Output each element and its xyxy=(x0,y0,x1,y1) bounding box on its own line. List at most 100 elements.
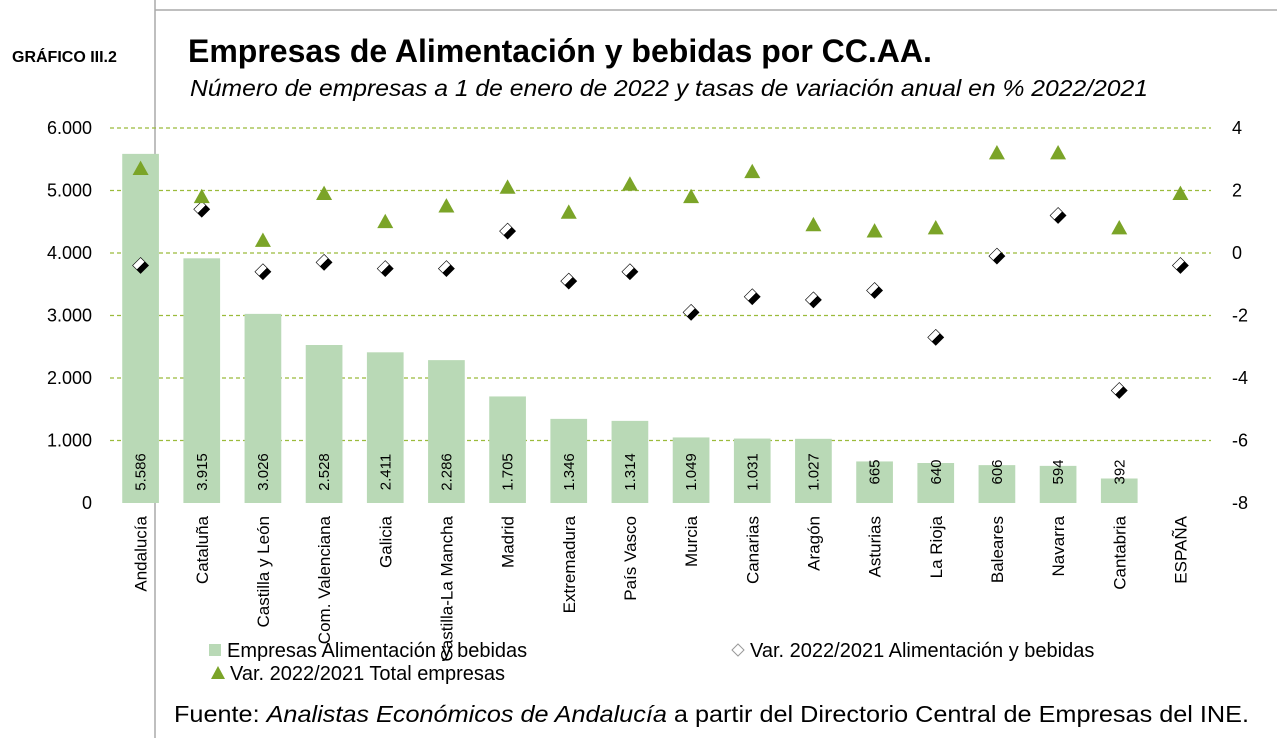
chart-title: Empresas de Alimentación y bebidas por C… xyxy=(188,33,932,69)
bar-value-label: 1.314 xyxy=(622,453,639,491)
x-tick-label: Asturias xyxy=(866,516,885,577)
y2-tick-label: -4 xyxy=(1232,368,1248,388)
x-tick-label: Cantabria xyxy=(1110,515,1129,589)
diamond-marker xyxy=(621,263,639,281)
x-tick-label: Navarra xyxy=(1049,515,1068,576)
diamond-marker xyxy=(132,257,150,274)
source-suffix: a partir del Directorio Central de Empre… xyxy=(674,701,1249,727)
bar-value-label: 392 xyxy=(1111,459,1128,484)
triangle-marker xyxy=(744,163,761,179)
chart-label: GRÁFICO III.2 xyxy=(12,47,117,66)
bar xyxy=(856,461,893,503)
triangle-marker xyxy=(499,179,516,194)
y-tick-label: 5.000 xyxy=(47,181,92,201)
diamond-marker xyxy=(927,328,945,346)
bar-value-label: 665 xyxy=(867,459,884,484)
triangle-marker xyxy=(316,185,333,201)
bar-value-label: 1.705 xyxy=(500,453,517,491)
bar-value-label: 1.346 xyxy=(561,453,578,491)
bar xyxy=(550,418,588,503)
triangle-marker xyxy=(193,188,210,204)
diamond-marker xyxy=(560,272,578,290)
source-prefix: Fuente: xyxy=(174,701,260,727)
bar-value-label: 5.586 xyxy=(133,453,150,491)
triangle-marker xyxy=(438,198,455,213)
legend-swatch xyxy=(211,666,225,679)
y-tick-label: 0 xyxy=(82,493,92,513)
diamond-marker xyxy=(254,263,272,281)
diamond-marker xyxy=(437,260,455,278)
diamond-marker xyxy=(376,260,394,278)
diamond-marker xyxy=(499,222,517,240)
bar-value-label: 3.915 xyxy=(194,453,211,491)
y2-tick-label: -2 xyxy=(1232,306,1248,326)
triangle-marker xyxy=(1050,145,1067,160)
triangle-marker xyxy=(1111,220,1128,235)
x-tick-label: Canarias xyxy=(743,516,762,584)
bar-value-label: 2.286 xyxy=(438,453,455,491)
diamond-marker xyxy=(988,247,1006,265)
triangle-marker xyxy=(621,176,638,191)
y2-tick-label: 2 xyxy=(1232,181,1242,201)
source: Fuente: Analistas Económicos de Andalucí… xyxy=(174,701,1249,727)
x-tick-label: Madrid xyxy=(499,516,518,568)
bar-value-label: 594 xyxy=(1050,459,1067,484)
diamond-marker xyxy=(1171,257,1189,274)
x-tick-label: Cataluña xyxy=(193,515,212,584)
bar-value-label: 2.411 xyxy=(377,454,394,490)
x-tick-label: Aragón xyxy=(804,516,823,571)
bar xyxy=(305,345,343,503)
bar xyxy=(183,258,221,503)
triangle-marker xyxy=(377,213,394,229)
y2-tick-label: 4 xyxy=(1232,118,1242,138)
x-tick-label: Galicia xyxy=(376,515,395,568)
bar-value-label: 2.528 xyxy=(316,453,333,491)
legend-label: Var. 2022/2021 Total empresas xyxy=(230,663,505,685)
bar-value-label: 1.027 xyxy=(805,453,822,491)
diamond-marker xyxy=(743,288,761,306)
legend-swatch xyxy=(209,644,221,656)
bar-value-label: 3.026 xyxy=(255,453,272,491)
bar xyxy=(917,463,955,503)
bar xyxy=(978,465,1016,503)
triangle-marker xyxy=(683,188,700,204)
bar xyxy=(1039,465,1077,503)
bar-value-label: 606 xyxy=(989,459,1006,484)
x-tick-label: Andalucía xyxy=(132,515,151,591)
x-tick-label: Castilla y León xyxy=(254,516,273,628)
x-tick-label: Castilla-La Mancha xyxy=(437,515,456,661)
bar xyxy=(795,438,832,503)
diamond-marker xyxy=(193,200,211,218)
bar xyxy=(672,437,710,503)
bar xyxy=(611,420,649,503)
bar xyxy=(366,352,404,503)
y-tick-label: 2.000 xyxy=(47,368,92,388)
y-tick-label: 3.000 xyxy=(47,306,92,326)
bar xyxy=(428,360,465,503)
diamond-marker xyxy=(315,253,333,271)
triangle-marker xyxy=(866,223,883,238)
diamond-marker xyxy=(1049,207,1067,224)
y2-tick-label: -8 xyxy=(1232,493,1248,513)
bar-value-label: 640 xyxy=(928,459,945,484)
legend-swatch xyxy=(731,643,745,657)
diamond-marker xyxy=(866,282,884,299)
bar xyxy=(733,438,771,503)
bar-value-label: 1.031 xyxy=(744,453,761,491)
diamond-marker xyxy=(682,303,700,321)
bar xyxy=(1100,478,1138,503)
x-tick-label: La Rioja xyxy=(927,515,946,578)
bar xyxy=(489,396,526,503)
legend-label: Var. 2022/2021 Alimentación y bebidas xyxy=(750,640,1094,662)
x-tick-label: Extremadura xyxy=(560,515,579,613)
triangle-marker xyxy=(988,145,1005,160)
bar-value-label: 1.049 xyxy=(683,453,700,491)
triangle-marker xyxy=(254,232,271,247)
diamond-marker xyxy=(804,291,822,309)
x-tick-label: Com. Valenciana xyxy=(315,515,334,644)
triangle-marker xyxy=(805,216,822,232)
source-author: Analistas Económicos de Andalucía xyxy=(264,701,666,727)
y-tick-label: 6.000 xyxy=(47,118,92,138)
x-tick-label: Murcia xyxy=(682,515,701,567)
